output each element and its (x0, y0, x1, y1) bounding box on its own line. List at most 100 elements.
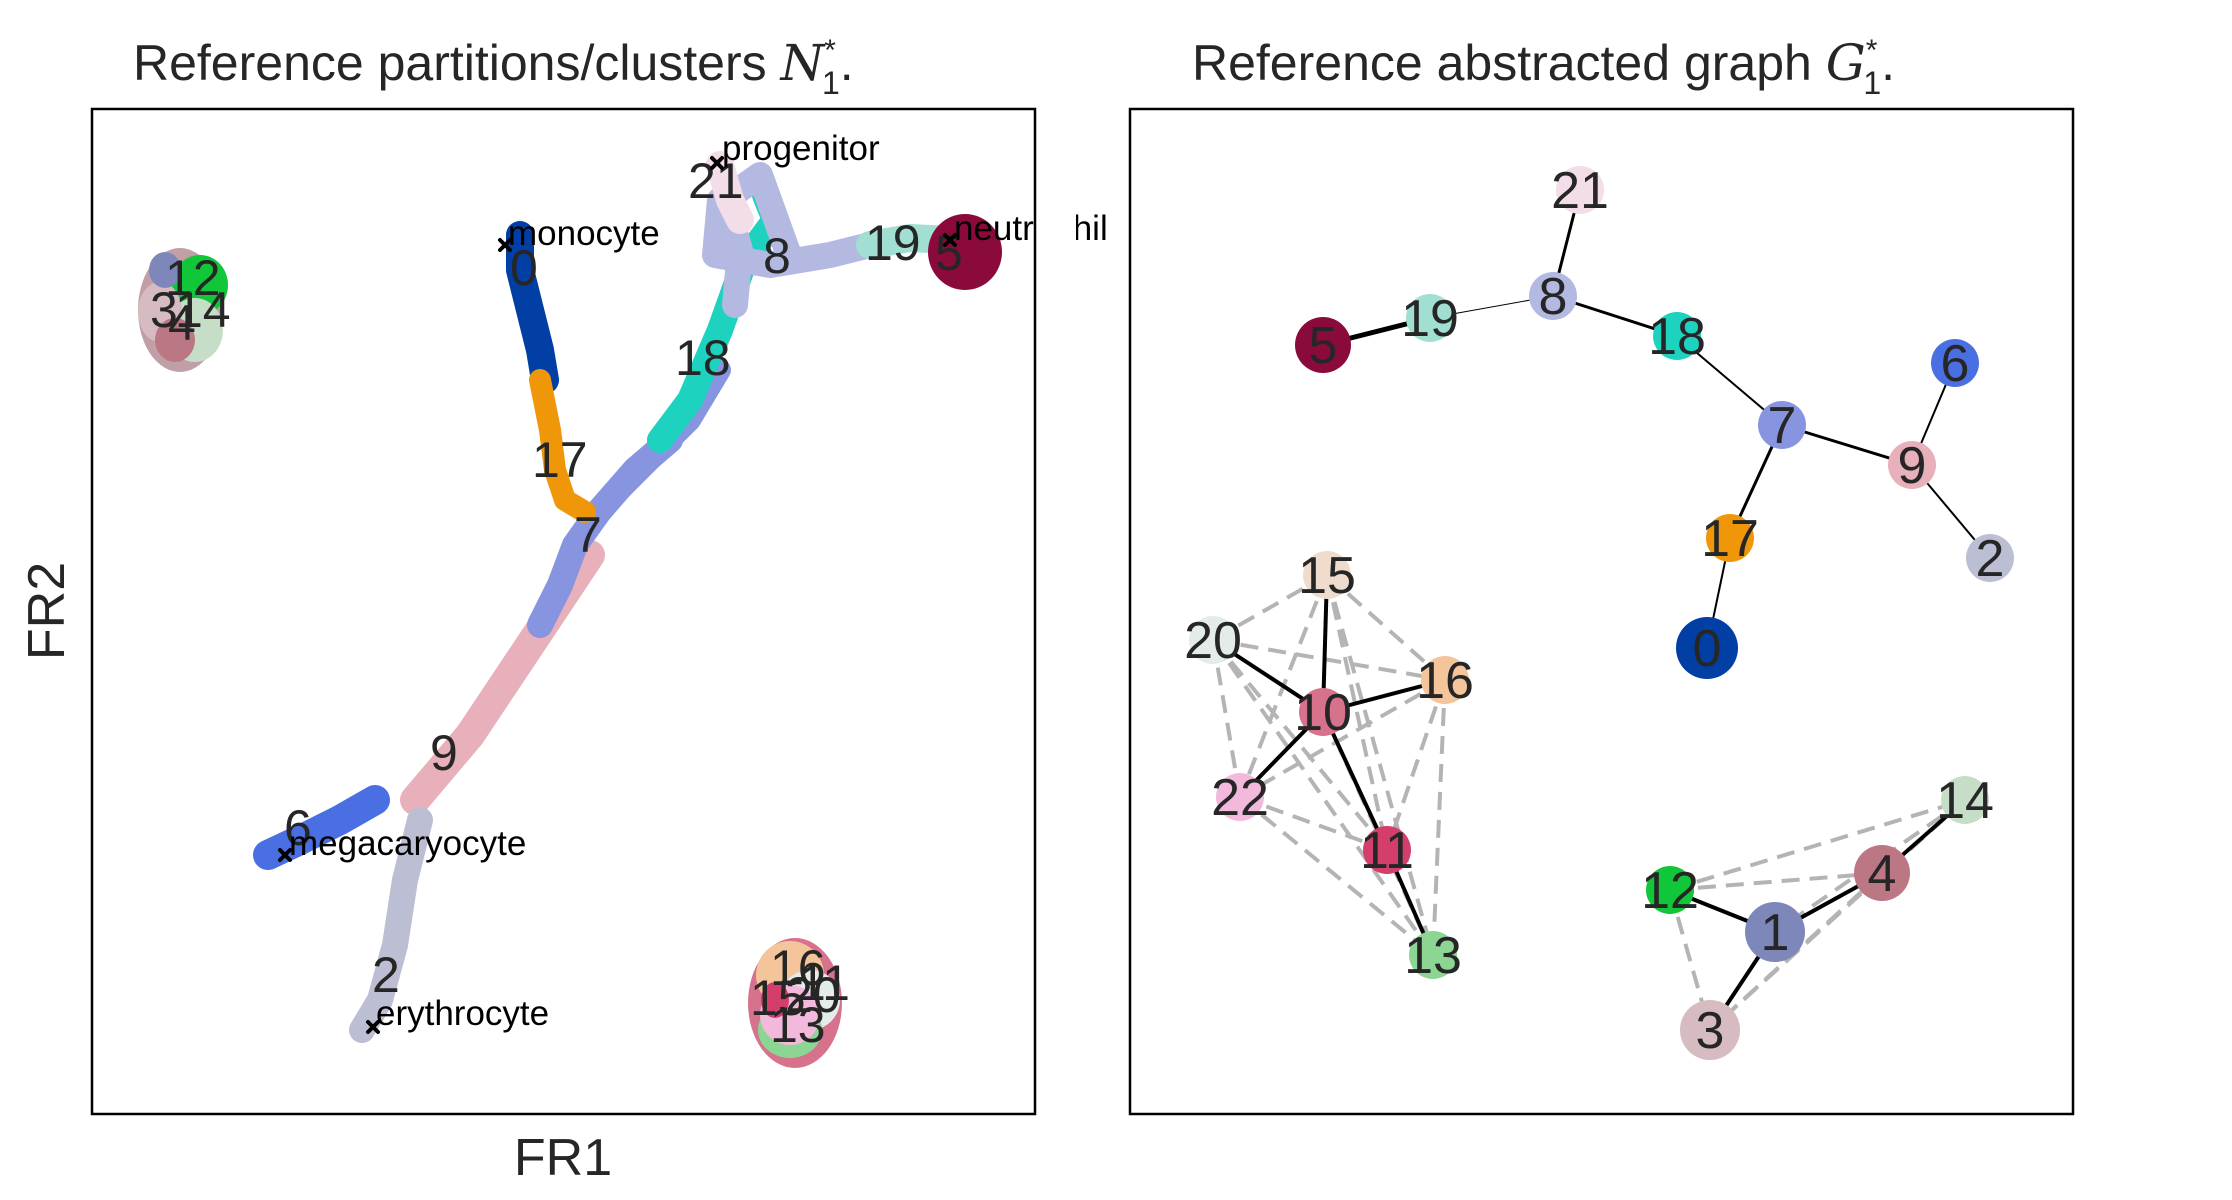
graph-node-3: 3 (1680, 1000, 1740, 1060)
left-panel: Reference partitions/clusters N* 1. (18, 34, 1108, 1187)
annotation-monocyte: monocyte (508, 214, 660, 253)
cluster-label-2: 2 (372, 947, 400, 1003)
annotation-progenitor: progenitor (722, 129, 880, 168)
graph-node-7: 7 (1758, 397, 1806, 455)
cluster-label-16: 16 (770, 940, 826, 996)
dashed-edge-22-13 (1238, 795, 1435, 957)
dashed-edge-12-4 (1669, 871, 1883, 892)
graph-solid-edges (1211, 189, 1991, 1032)
right-panel-frame (1128, 107, 2075, 1116)
marker-neutrophil (943, 233, 957, 247)
graph-node-label-3: 3 (1696, 1002, 1725, 1060)
graph-node-12: 12 (1641, 862, 1699, 920)
graph-node-15: 15 (1298, 547, 1356, 605)
graph-node-circle-1 (1745, 902, 1805, 962)
graph-node-circle-16 (1421, 656, 1469, 704)
cell-type-markers (278, 156, 957, 1034)
cluster-label-17: 17 (532, 432, 588, 488)
graph-node-label-21: 21 (1551, 162, 1609, 220)
dashed-edge-20-13 (1211, 638, 1435, 957)
cluster-label-4: 4 (168, 295, 196, 351)
cluster-17-cells (529, 369, 596, 523)
dashed-edge-15-13 (1325, 574, 1435, 956)
graph-node-label-1: 1 (1761, 904, 1790, 962)
graph-node-label-15: 15 (1298, 547, 1356, 605)
cluster-4-cells (155, 318, 195, 362)
graph-node-label-17: 17 (1701, 510, 1759, 568)
left-panel-title: Reference partitions/clusters N* 1. (133, 34, 854, 101)
graph-node-label-5: 5 (1309, 317, 1338, 375)
edge-10-11 (1321, 711, 1389, 851)
dashed-edge-12-14 (1669, 798, 1966, 892)
graph-node-label-6: 6 (1941, 335, 1970, 393)
x-axis-label: FR1 (514, 1129, 612, 1187)
graph-node-label-16: 16 (1416, 652, 1474, 710)
graph-node-label-8: 8 (1539, 268, 1568, 326)
graph-node-circle-15 (1303, 551, 1351, 599)
marker-progenitor (710, 156, 724, 170)
graph-node-label-13: 13 (1404, 927, 1462, 985)
graph-node-2: 2 (1966, 530, 2014, 588)
cluster-0-cells (506, 221, 559, 394)
graph-node-1: 1 (1745, 902, 1805, 962)
graph-node-label-10: 10 (1294, 684, 1352, 742)
cluster-1-cells (149, 252, 181, 288)
annotation-neutrophil: neutrophil (954, 209, 1108, 248)
graph-node-circle-11 (1363, 826, 1411, 874)
dashed-edge-16-11 (1385, 679, 1447, 851)
graph-node-0: 0 (1676, 617, 1738, 679)
annotations: progenitor monocyte neutrophil megacaryo… (289, 129, 1108, 1033)
scatter-trajectories (138, 151, 1002, 1068)
graph-node-14: 14 (1936, 772, 1994, 830)
graph-node-circle-4 (1854, 845, 1910, 901)
graph-node-circle-3 (1680, 1000, 1740, 1060)
dashed-edge-20-11 (1211, 638, 1389, 852)
dashed-edge-16-22 (1239, 678, 1446, 799)
cluster-21-cells (706, 151, 754, 234)
right-panel-title: Reference abstracted graph G* 1. (1192, 34, 1895, 101)
graph-node-5: 5 (1295, 317, 1351, 375)
graph-node-circle-6 (1931, 339, 1979, 387)
marker-monocyte (498, 238, 512, 252)
cluster-label-11: 11 (798, 955, 850, 1011)
graph-node-10: 10 (1294, 684, 1352, 742)
graph-node-label-12: 12 (1641, 862, 1699, 920)
cluster-label-0: 0 (510, 240, 538, 296)
graph-node-circle-13 (1409, 931, 1457, 979)
dashed-edge-16-13 (1431, 679, 1447, 956)
marker-erythrocyte (366, 1020, 380, 1034)
graph-node-circle-10 (1299, 688, 1347, 736)
graph-node-circle-0 (1676, 617, 1738, 679)
graph-node-circle-17 (1706, 514, 1754, 562)
graph-node-22: 22 (1211, 769, 1269, 827)
graph-node-label-14: 14 (1936, 772, 1994, 830)
graph-node-20: 20 (1184, 612, 1242, 670)
graph-node-label-0: 0 (1693, 620, 1722, 678)
cluster-6-cells (253, 785, 390, 870)
cluster-label-5: 5 (935, 225, 963, 281)
cluster-label-20: 20 (785, 967, 841, 1023)
graph-node-4: 4 (1854, 845, 1910, 903)
graph-node-circle-2 (1966, 534, 2014, 582)
graph-node-label-11: 11 (1360, 822, 1414, 880)
graph-node-circle-8 (1529, 272, 1577, 320)
cluster-5-cells (928, 214, 1002, 290)
cluster-label-13: 13 (770, 997, 826, 1053)
graph-node-19: 19 (1401, 290, 1459, 348)
cluster-label-15: 15 (750, 970, 806, 1026)
graph-node-circle-14 (1941, 776, 1989, 824)
cluster-label-18: 18 (675, 330, 731, 386)
graph-node-circle-7 (1758, 401, 1806, 449)
cluster-label-12: 12 (165, 250, 221, 306)
graph-node-label-2: 2 (1976, 530, 2005, 588)
graph-node-6: 6 (1931, 335, 1979, 393)
graph-node-17: 17 (1701, 510, 1759, 568)
graph-node-label-4: 4 (1868, 845, 1897, 903)
cluster-label-3: 3 (150, 282, 178, 338)
graph-node-circle-21 (1556, 166, 1604, 214)
graph-node-circle-9 (1888, 441, 1936, 489)
cluster-label-8: 8 (763, 228, 791, 284)
left-panel-frame (90, 107, 1037, 1116)
graph-node-label-18: 18 (1648, 308, 1706, 366)
